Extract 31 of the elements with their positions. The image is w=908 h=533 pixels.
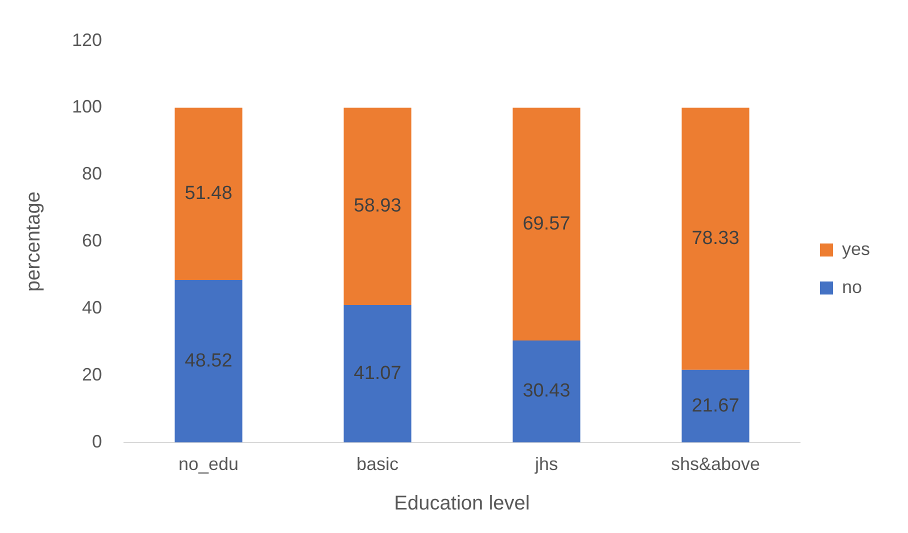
bar xyxy=(682,370,750,442)
data-label: 41.07 xyxy=(354,362,402,384)
legend-label: yes xyxy=(842,238,870,259)
y-tick-label: 40 xyxy=(82,298,102,318)
y-tick-label: 0 xyxy=(92,431,102,452)
data-label: 78.33 xyxy=(692,228,740,250)
x-axis-title: Education level xyxy=(394,492,530,515)
y-tick-label: 80 xyxy=(82,164,102,184)
y-tick-label: 100 xyxy=(72,96,102,117)
bar xyxy=(682,108,750,370)
x-tick-label: shs&above xyxy=(670,454,760,474)
x-tick-label: jhs xyxy=(534,454,558,474)
legend-label: no xyxy=(842,276,862,297)
bar xyxy=(174,280,242,442)
y-tick-label: 20 xyxy=(82,364,102,384)
x-tick-label: basic xyxy=(356,454,399,474)
data-label: 51.48 xyxy=(184,183,232,204)
bar xyxy=(512,108,580,341)
bar xyxy=(344,304,412,442)
y-axis-title: percentage xyxy=(22,192,45,292)
data-label: 21.67 xyxy=(692,395,740,416)
bar xyxy=(174,108,242,280)
data-label: 48.52 xyxy=(184,350,232,372)
y-tick-label: 120 xyxy=(72,30,102,50)
data-label: 69.57 xyxy=(522,213,570,234)
data-label: 58.93 xyxy=(354,196,402,217)
y-tick-label: 60 xyxy=(82,230,102,251)
bar xyxy=(512,340,580,442)
x-tick-label: no_edu xyxy=(178,454,239,474)
bar xyxy=(344,108,412,305)
data-label: 30.43 xyxy=(522,380,570,402)
